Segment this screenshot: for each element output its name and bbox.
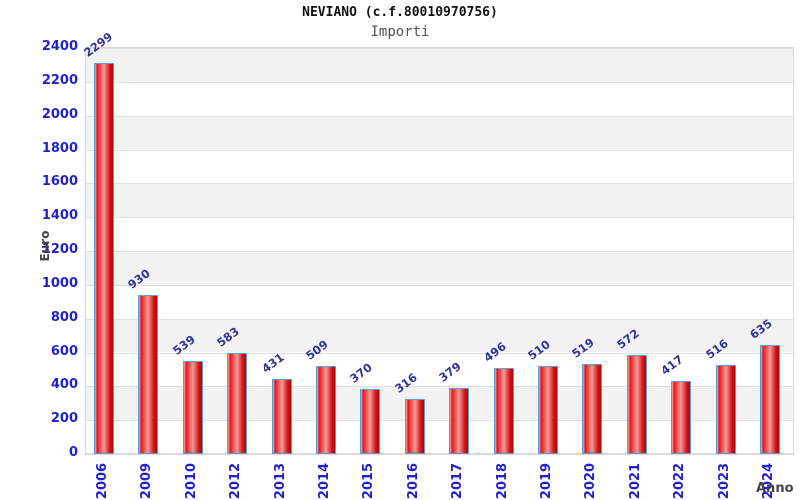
background-band [86,318,793,353]
bar-2021 [626,355,647,454]
bar-2024 [760,344,780,454]
y-axis-title: Euro [38,230,52,262]
bar-2013 [271,379,292,454]
gridline [86,183,793,185]
y-axis-tick-label: 1400 [41,208,78,224]
x-axis-tick-label: 2013 [272,462,288,500]
bar-2018 [493,368,514,454]
bar-2023 [715,364,736,454]
x-axis-tick-label: 2009 [139,462,155,500]
x-axis-tick-label: 2022 [672,462,688,500]
y-axis-tick-label: 600 [50,343,78,359]
x-axis-tick-label: 2015 [361,462,377,500]
gridline [86,251,793,252]
plot-area: 2299 930 539 583 431 509 370 316 379 496 510 519 572… [81,29,794,455]
x-axis-tick-label: 2012 [228,462,244,500]
background-band [86,149,793,184]
background-band [86,352,793,387]
x-axis-tick-label: 2019 [539,462,554,500]
x-axis-tick-label: 2023 [716,462,732,500]
gridline [86,149,793,151]
bar-2020 [582,364,603,454]
background-band [86,251,793,285]
bar-2010 [182,360,203,454]
gridline [86,115,793,117]
y-axis-tick-label: 1000 [41,275,78,291]
bar-2016 [404,398,425,454]
gridline [86,420,793,422]
y-axis-tick-label: 2000 [41,106,78,122]
gridline [86,386,793,388]
background-band [86,48,793,82]
x-axis-title: Anno [756,481,794,496]
y-axis-tick-label: 0 [68,445,78,460]
gridline [86,453,793,454]
background-band [86,183,793,218]
gridline [86,48,793,49]
y-axis-tick-label: 1600 [41,174,78,190]
y-axis-tick-label: 1200 [41,242,78,257]
gridline [86,284,793,286]
bar-2022 [671,381,692,454]
gridline [86,217,793,219]
y-axis-tick-label: 800 [50,309,78,325]
bar-2014 [316,365,336,454]
gridline [86,81,793,83]
gridline [86,352,793,354]
y-axis-tick-label: 400 [50,377,78,393]
x-axis-tick-label: 2017 [450,462,466,500]
y-axis-tick-label: 2400 [41,39,78,54]
bar-2012 [227,353,248,454]
chart-title: NEVIANO (c.f.80010970756) [302,5,498,20]
x-axis-tick-label: 2018 [494,462,510,500]
y-axis-tick-label: 200 [50,411,78,427]
bar-2006 [94,63,114,454]
x-axis-tick-label: 2021 [627,462,643,500]
background-band [86,284,793,319]
background-band [86,115,793,150]
y-axis-tick-label: 2200 [41,72,78,88]
x-axis-tick-label: 2006 [95,462,110,500]
x-axis-tick-label: 2014 [317,462,332,500]
x-axis-tick-label: 2010 [183,462,199,500]
chart-subtitle: Importi [370,24,430,40]
bar-2015 [360,389,381,454]
bar-2017 [449,387,470,454]
background-band [86,217,793,251]
bar-2009 [138,294,159,454]
x-axis-tick-label: 2020 [583,462,599,500]
bar-2019 [538,365,558,454]
background-band [86,81,793,116]
x-axis-tick-label: 2016 [405,462,421,500]
y-axis-tick-label: 1800 [41,140,78,156]
gridline [86,318,793,320]
